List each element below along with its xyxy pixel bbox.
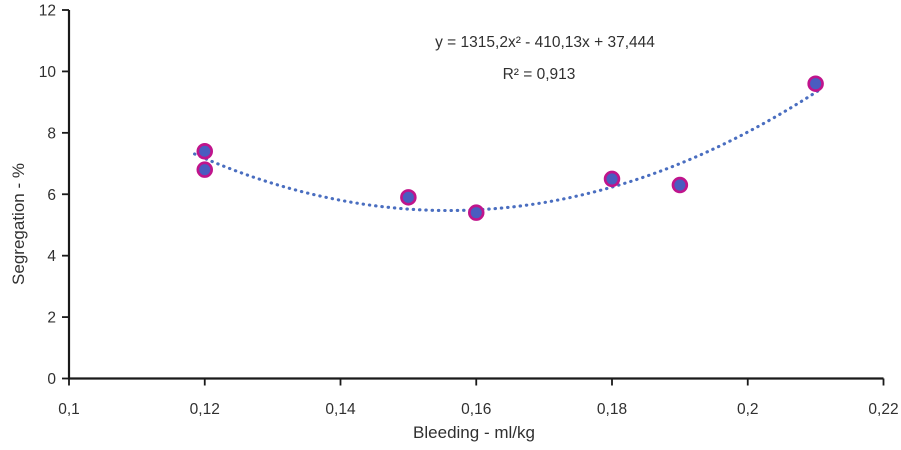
x-tick-label: 0,12 — [190, 401, 220, 418]
x-tick-label: 0,1 — [58, 401, 80, 418]
data-point — [671, 176, 689, 194]
x-tick-label: 0,22 — [868, 401, 898, 418]
y-tick-label: 2 — [47, 310, 56, 327]
data-point — [400, 189, 417, 206]
y-tick-label: 6 — [47, 187, 56, 204]
y-tick-label: 10 — [39, 64, 57, 81]
y-tick-label: 0 — [47, 371, 56, 388]
x-tick-label: 0,14 — [325, 401, 356, 418]
x-tick-label: 0,16 — [461, 401, 491, 418]
x-tick-label: 0,18 — [597, 401, 627, 418]
y-axis-title: Segregation - % — [9, 163, 28, 285]
data-point — [196, 161, 214, 178]
y-tick-label: 8 — [47, 125, 56, 142]
trendline-equation: y = 1315,2x² - 410,13x + 37,444 — [435, 34, 655, 51]
data-point — [807, 75, 824, 92]
y-tick-label: 4 — [47, 248, 56, 265]
data-point — [196, 143, 214, 160]
x-tick-label: 0,2 — [737, 401, 759, 418]
axis-lines — [67, 10, 884, 380]
data-point — [468, 204, 485, 221]
data-point — [603, 170, 621, 188]
x-axis-title: Bleeding - ml/kg — [413, 423, 535, 442]
r-squared-label: R² = 0,913 — [502, 66, 576, 83]
y-tick-label: 12 — [39, 3, 56, 20]
trendline-dotted-curve — [193, 88, 821, 213]
